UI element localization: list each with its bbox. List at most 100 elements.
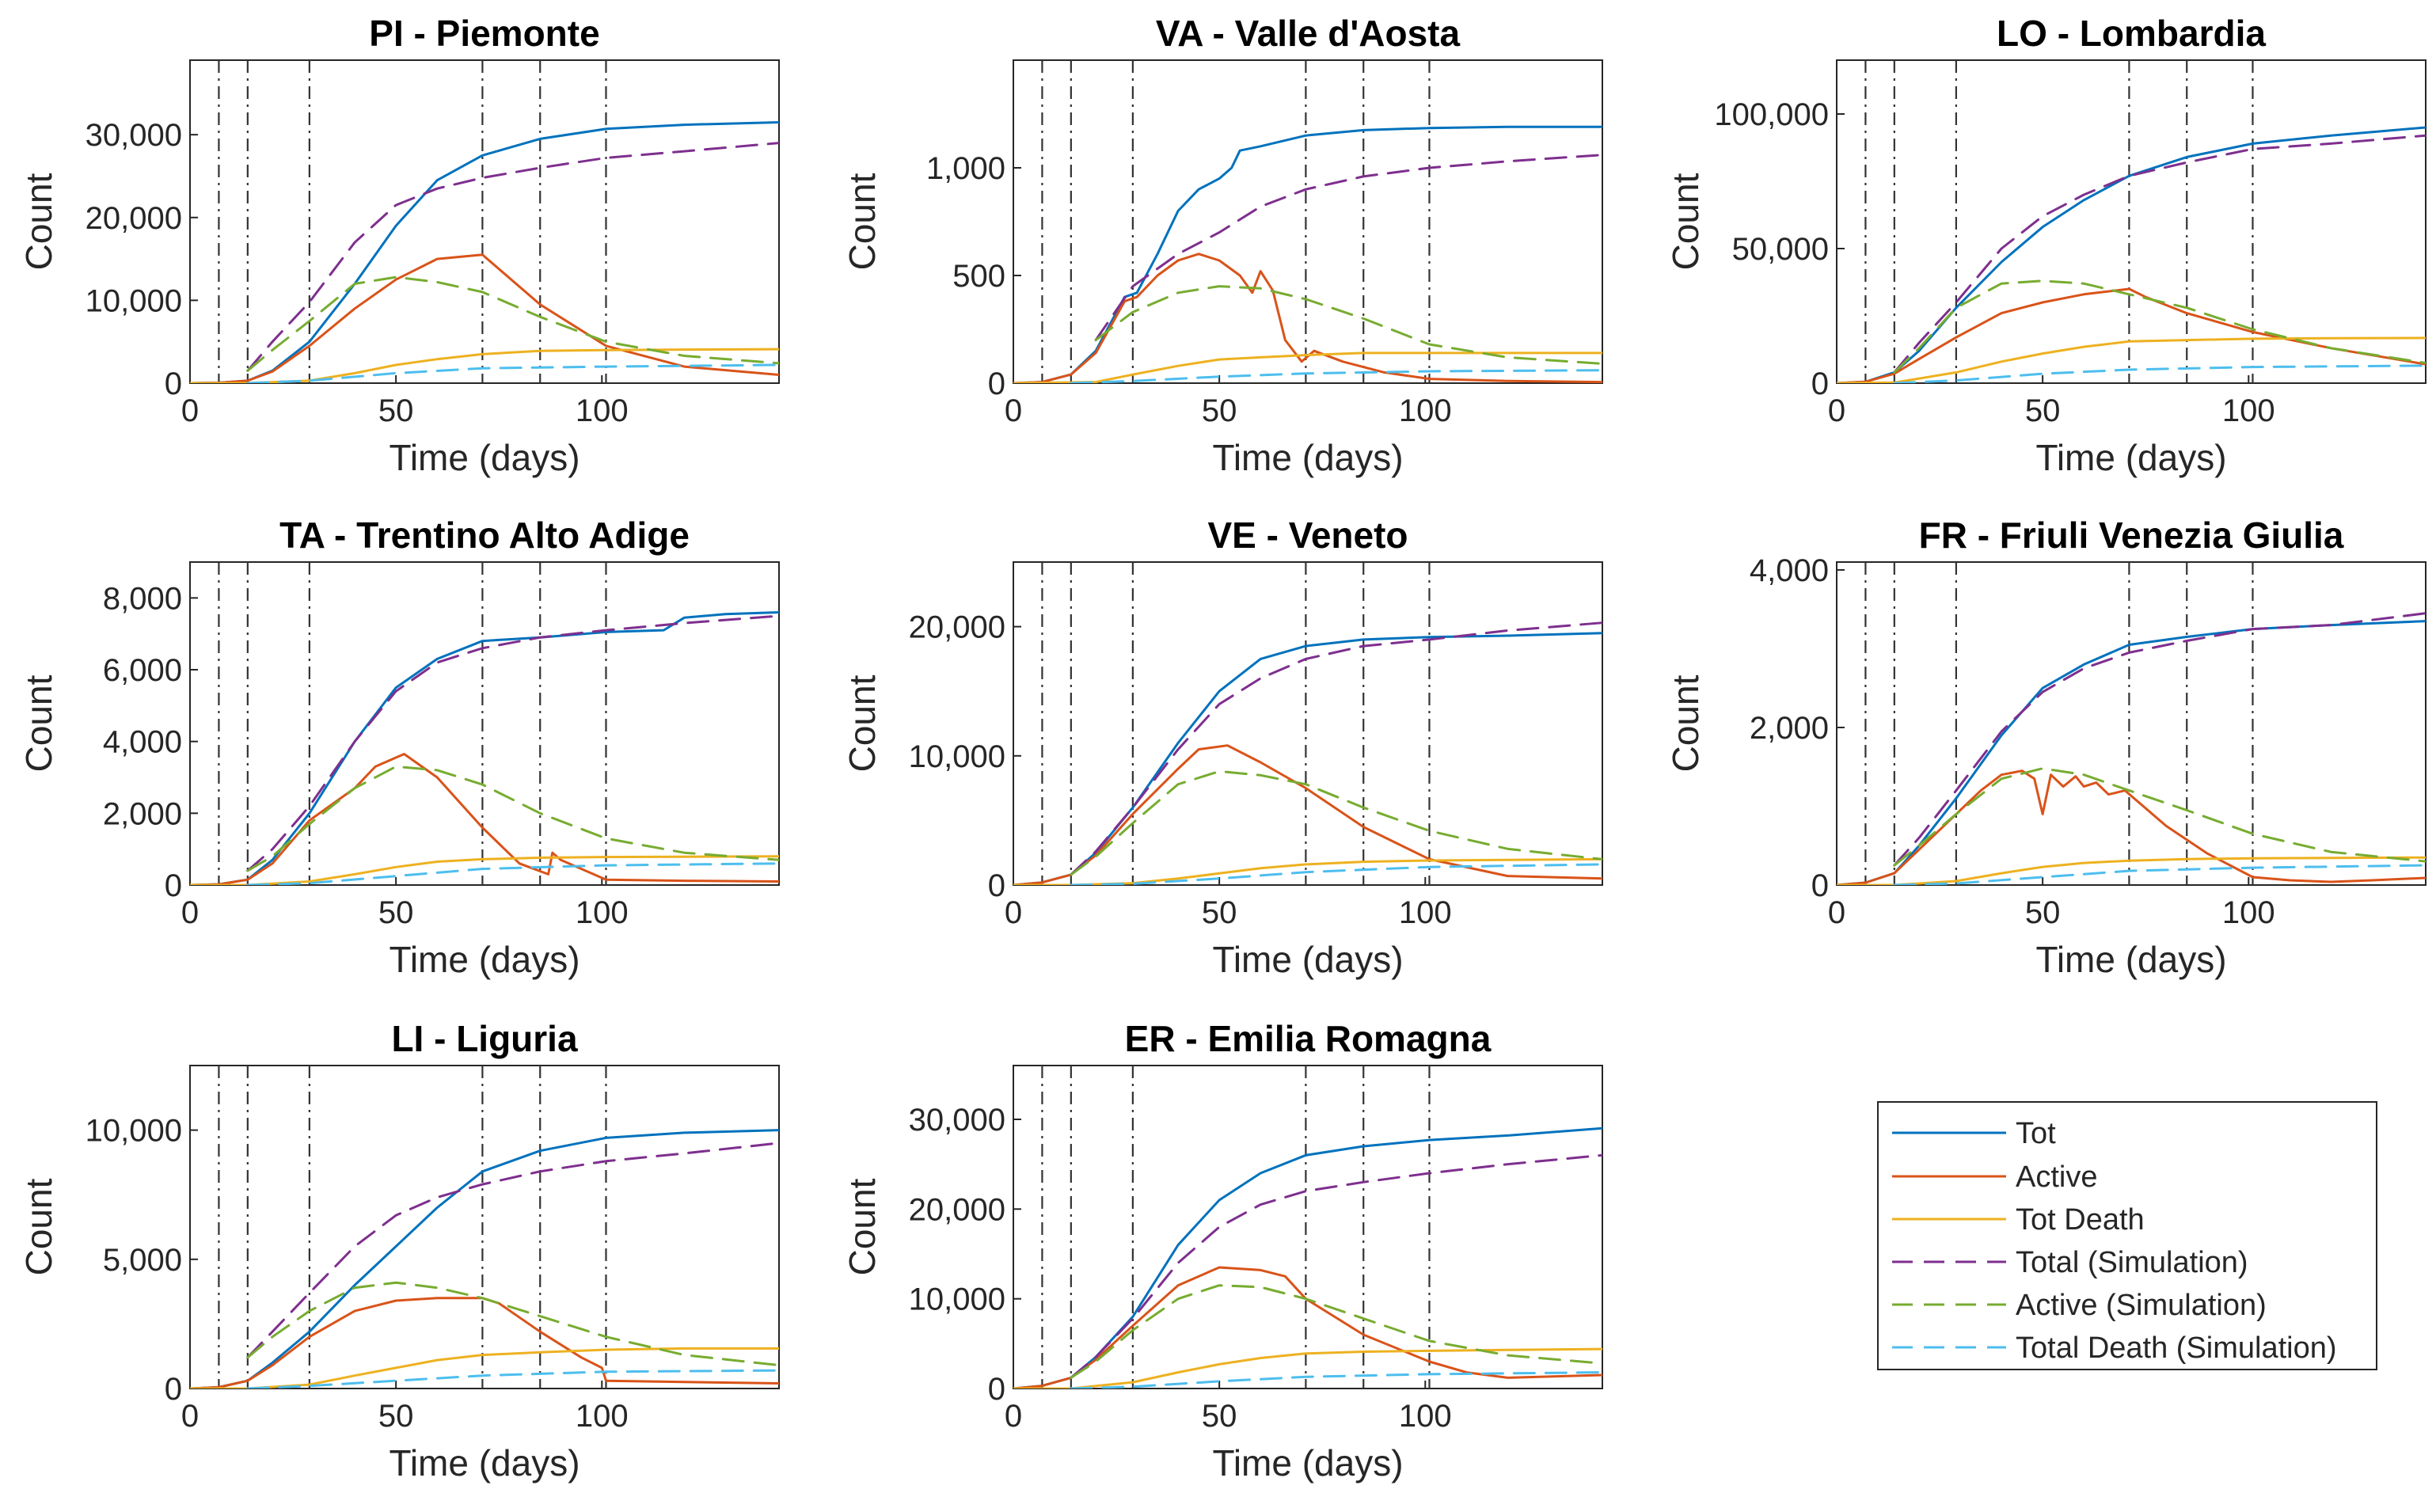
axes-box <box>1013 1065 1603 1389</box>
panel-title: VA - Valle d'Aosta <box>1156 13 1461 54</box>
y-tick-label: 0 <box>165 868 182 903</box>
legend-label-tot-death: Tot Death <box>2016 1203 2145 1237</box>
x-tick-label: 50 <box>2025 895 2061 930</box>
series-line-total-death-simulation <box>1070 863 1602 885</box>
series-line-active <box>1837 287 2426 383</box>
y-tick-label: 2,000 <box>103 796 182 831</box>
y-tick-label: 10,000 <box>86 283 182 318</box>
series-line-total-simulation <box>246 1142 779 1359</box>
x-axis-label: Time (days) <box>1212 1442 1403 1484</box>
x-tick-label: 100 <box>1399 393 1452 428</box>
panel-er-emilia-romagna: ER - Emilia Romagna 0 50 100 0 10,000 20,000 30… <box>842 1018 1603 1484</box>
panel-pi-piemonte: PI - Piemonte 0 50 100 0 10,000 20,000 30,000 Ti… <box>18 13 780 478</box>
panel-title: LO - Lombardia <box>1997 13 2266 54</box>
panel-fr-friuli-venezia-giulia: FR - Friuli Venezia Giulia 0 50 100 0 2,000 4,… <box>1665 515 2426 980</box>
series-group <box>1013 125 1602 383</box>
x-tick-label: 50 <box>378 393 414 428</box>
series-line-total-simulation <box>246 142 779 372</box>
y-tick-label: 50,000 <box>1732 232 1829 267</box>
series-line-active-simulation <box>1094 285 1602 365</box>
panel-lo-lombardia: LO - Lombardia 0 50 100 0 50,000 100,000 Time (… <box>1665 13 2426 478</box>
legend-label-total-simulation: Total (Simulation) <box>2016 1246 2248 1279</box>
series-line-active-simulation <box>1893 279 2426 374</box>
y-axis-label: Count <box>18 674 59 772</box>
y-tick-label: 20,000 <box>909 1192 1005 1227</box>
y-tick-label: 0 <box>165 1372 182 1407</box>
series-group <box>1837 126 2426 383</box>
y-tick-label: 10,000 <box>909 1282 1005 1317</box>
series-line-tot-death <box>1837 856 2426 885</box>
series-line-total-death-simulation <box>246 363 779 383</box>
y-tick-label: 20,000 <box>86 201 182 236</box>
series-line-total-death-simulation <box>1070 1371 1602 1389</box>
series-line-total-death-simulation <box>246 1369 779 1389</box>
series-line-active <box>190 1297 779 1389</box>
series-group <box>1013 621 1602 885</box>
panel-title: LI - Liguria <box>391 1018 578 1059</box>
axes-box <box>189 1065 780 1389</box>
y-axis-label: Count <box>18 173 59 270</box>
y-axis-label: Count <box>842 674 883 772</box>
x-tick-label: 100 <box>576 895 629 930</box>
series-line-total-simulation <box>1094 154 1602 342</box>
x-tick-label: 50 <box>1202 895 1237 930</box>
y-tick-label: 0 <box>988 367 1005 401</box>
y-axis-label: Count <box>18 1178 59 1275</box>
y-tick-label: 10,000 <box>909 739 1005 774</box>
y-tick-label: 6,000 <box>103 653 182 688</box>
axes-box <box>189 561 780 886</box>
y-tick-label: 0 <box>988 868 1005 903</box>
panel-va-valle-d-aosta: VA - Valle d'Aosta 0 50 100 0 500 1,000 Time (d… <box>842 13 1603 478</box>
y-tick-label: 2,000 <box>1750 711 1829 746</box>
x-axis-label: Time (days) <box>1212 437 1403 478</box>
x-tick-label: 0 <box>181 895 199 930</box>
y-axis-label: Count <box>842 1178 883 1275</box>
y-tick-label: 1,000 <box>926 151 1005 186</box>
series-line-total-simulation <box>1070 1153 1602 1379</box>
x-tick-label: 100 <box>1399 895 1452 930</box>
y-tick-label: 30,000 <box>909 1103 1005 1138</box>
y-tick-label: 20,000 <box>909 610 1005 645</box>
series-line-active-simulation <box>1893 767 2426 867</box>
legend-entry-tot: Tot <box>1892 1117 2056 1150</box>
x-tick-label: 0 <box>1828 393 1845 428</box>
series-line-total-simulation <box>1893 612 2426 867</box>
series-line-total-simulation <box>1070 621 1602 876</box>
series-line-total-simulation <box>1893 134 2426 374</box>
y-tick-label: 0 <box>988 1372 1005 1407</box>
series-line-active-simulation <box>246 765 779 872</box>
axes-box <box>189 59 780 384</box>
x-tick-label: 50 <box>2025 393 2061 428</box>
legend-label-active-simulation: Active (Simulation) <box>2016 1289 2267 1322</box>
y-tick-label: 0 <box>1811 868 1829 903</box>
panel-title: VE - Veneto <box>1207 515 1408 556</box>
x-tick-label: 100 <box>2222 393 2275 428</box>
x-tick-label: 0 <box>1005 393 1022 428</box>
series-group <box>1837 612 2426 885</box>
y-axis-label: Count <box>1665 674 1706 772</box>
series-line-total-death-simulation <box>1070 369 1602 383</box>
x-axis-label: Time (days) <box>1212 939 1403 980</box>
y-axis-label: Count <box>842 173 883 270</box>
legend-entry-active: Active <box>1892 1161 2097 1194</box>
legend-label-tot: Tot <box>2016 1117 2056 1150</box>
legend-entry-total-death-simulation: Total Death (Simulation) <box>1892 1332 2337 1365</box>
series-line-active-simulation <box>246 275 779 372</box>
series-line-total-simulation <box>246 614 779 872</box>
series-line-tot-death <box>1013 351 1602 383</box>
x-tick-label: 50 <box>1202 393 1237 428</box>
axes-box <box>1836 59 2426 384</box>
panel-ta-trentino-alto-adige: TA - Trentino Alto Adige 0 50 100 0 2,000 4,00… <box>18 515 780 980</box>
x-tick-label: 100 <box>2222 895 2275 930</box>
y-tick-label: 4,000 <box>103 725 182 760</box>
legend-entry-tot-death: Tot Death <box>1892 1203 2145 1237</box>
series-line-active <box>190 253 779 383</box>
series-line-total-death-simulation <box>246 862 779 885</box>
panel-li-liguria: LI - Liguria 0 50 100 0 5,000 10,000 Time (days… <box>18 1018 780 1484</box>
x-axis-label: Time (days) <box>389 437 580 478</box>
panel-title: FR - Friuli Venezia Giulia <box>1919 515 2344 556</box>
series-group <box>190 611 779 885</box>
y-tick-label: 5,000 <box>103 1243 182 1278</box>
series-group <box>190 121 779 383</box>
